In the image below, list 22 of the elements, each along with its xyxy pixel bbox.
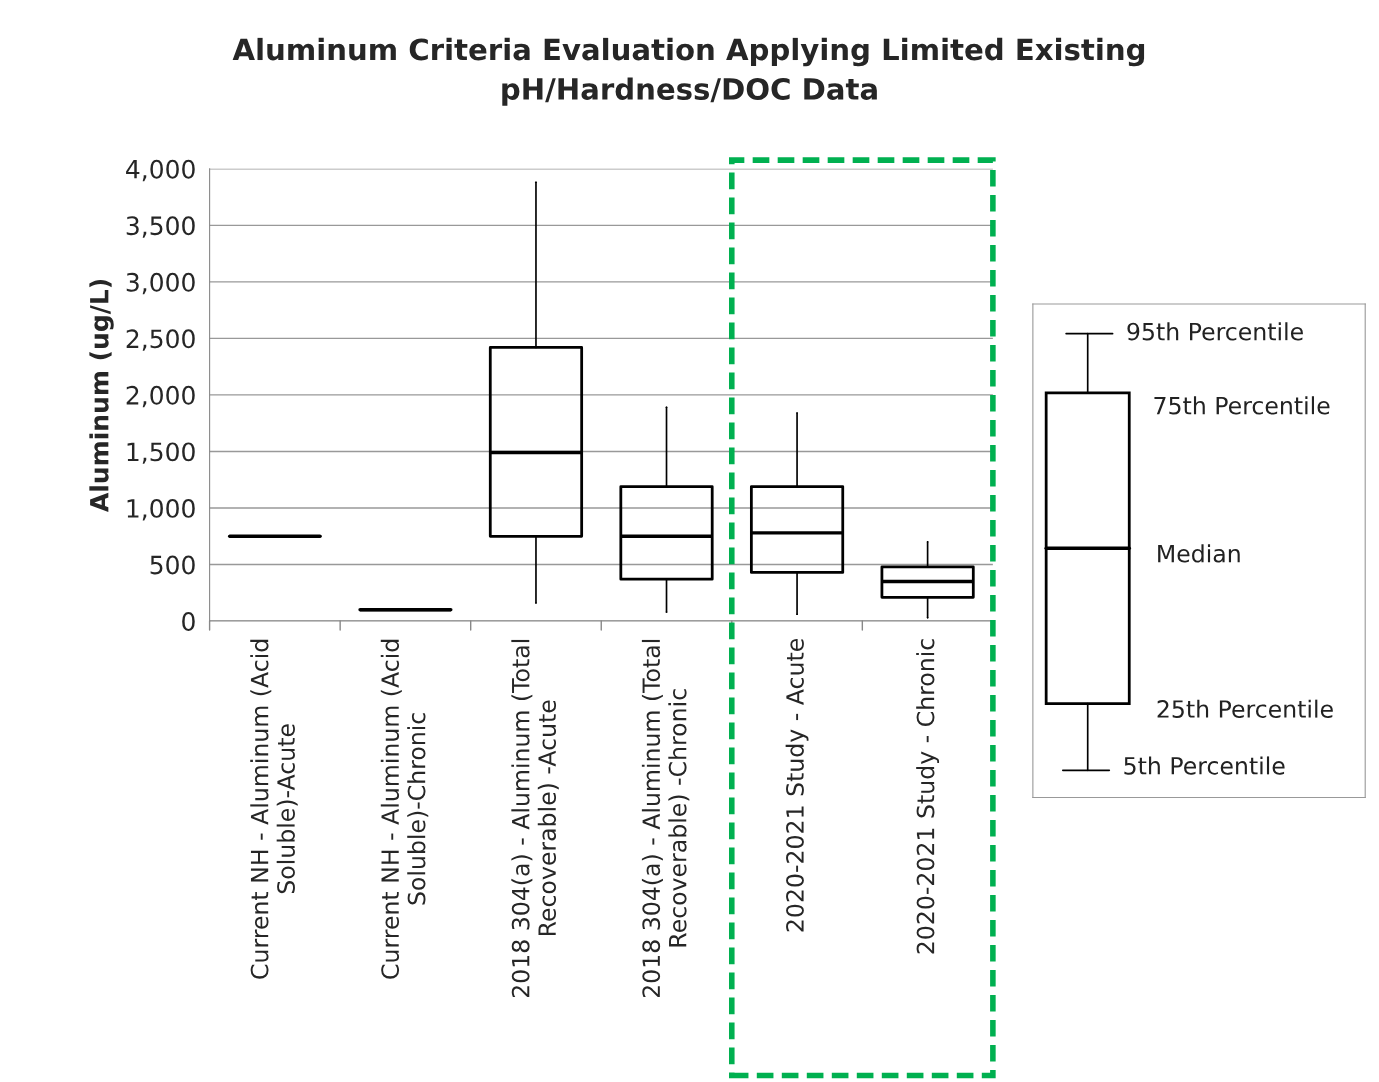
text: 95th Percentile [1127,322,1303,341]
text: 5th Percentile [1124,756,1285,775]
y-tick-label: 1,500 [127,442,195,464]
y-tick-label: 2,000 [126,385,195,408]
y-tick-label: 4,000 [126,159,195,182]
x-tick-label: 2020-2021 Study - Chronic [916,639,940,954]
y-tick-label: 3,000 [126,272,195,295]
x-tick-label: 2018 304(a) - Aluminum (Total Recoverable) -Acute [511,639,559,998]
x-tick-label: Current NH - Aluminum (Acid Soluble)-Acute [250,639,298,979]
y-tick-label: 500 [150,555,195,575]
chart-title: Aluminum Criteria Evaluation Applying Limited Existing pH/Hardness/DOC Data [232,37,1145,106]
text: 75th Percentile [1154,396,1330,415]
x-tick-label: 2020-2021 Study - Acute [785,638,809,932]
x-tick-label: Current NH - Aluminum (Acid Soluble)-Chronic [380,639,429,979]
y-axis-title: Aluminum (ug/L) [89,279,114,512]
x-tick-label: 2018 304(a) - Aluminum (Total Recoverable) -Chronic [641,639,690,998]
y-tick-label: 0 [182,612,195,631]
text: 25th Percentile [1157,699,1333,718]
y-tick-label: 2,500 [126,329,195,351]
y-tick-label: 3,500 [126,216,195,238]
y-tick-label: 1,000 [127,498,195,521]
text: Median [1158,544,1240,563]
